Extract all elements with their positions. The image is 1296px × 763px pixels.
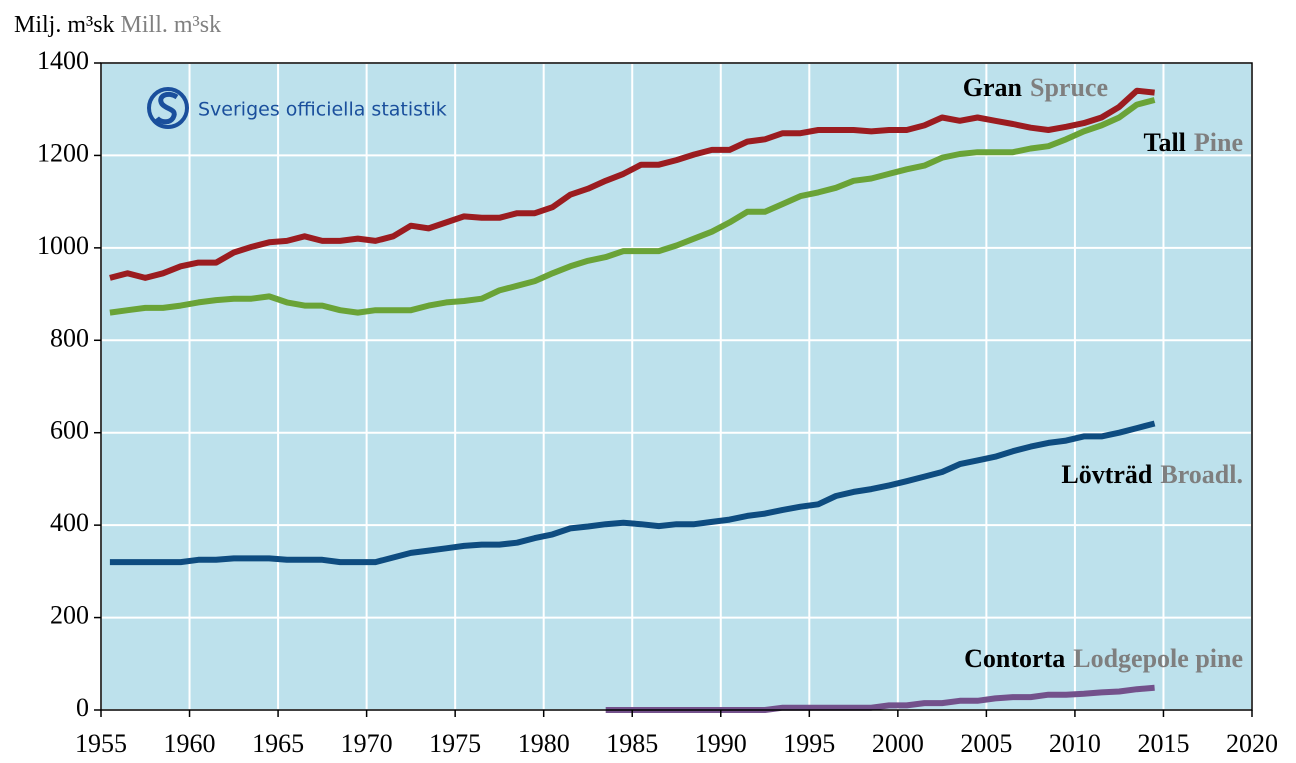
x-tick-label: 2010 <box>1049 729 1101 758</box>
logo-ring <box>147 87 189 129</box>
y-label-en: Mill. m³sk <box>121 12 222 38</box>
series-name: Gran <box>963 73 1023 102</box>
logo: Sveriges officiella statistik <box>147 87 447 129</box>
logo-s <box>155 91 179 125</box>
y-tick-label: 1200 <box>37 138 89 167</box>
x-tick-label: 1955 <box>75 729 127 758</box>
lines <box>109 87 1156 713</box>
y-tick-label: 400 <box>50 508 89 537</box>
series-label: Tall Pine <box>1143 128 1243 157</box>
y-tick-label: 200 <box>50 601 89 630</box>
axes: 0 200 400 600 800 1000 1200 1400 1955 1960 1965 197… <box>37 46 1278 758</box>
series-line <box>109 97 1156 316</box>
x-tick-label: 1970 <box>341 729 393 758</box>
series-label: Gran Spruce <box>963 73 1108 102</box>
x-tick-label: 2000 <box>872 729 924 758</box>
y-label: Milj. m³sk <box>14 12 115 38</box>
y-axis-label: Milj. m³sk Mill. m³sk <box>14 12 221 38</box>
series-line <box>109 420 1156 566</box>
series-labels: Gran Spruce Tall Pine Lövträd Broadl. Contorta… <box>963 73 1243 673</box>
x-tick-label: 2015 <box>1137 729 1189 758</box>
logo-text: Sveriges officiella statistik <box>198 99 447 121</box>
series-name-en: Broadl. <box>1160 460 1243 489</box>
x-tick-label: 1995 <box>783 729 835 758</box>
y-tick-label: 1000 <box>37 231 89 260</box>
y-tick-label: 800 <box>50 323 89 352</box>
plot-area <box>101 63 1252 710</box>
y-tick-label: 1400 <box>37 46 89 75</box>
x-tick-label: 1980 <box>518 729 570 758</box>
y-tick-label: 600 <box>50 416 89 445</box>
series-label: Contorta Lodgepole pine <box>964 644 1243 673</box>
series-name: Lövträd <box>1061 460 1153 489</box>
series-name: Contorta <box>964 644 1065 673</box>
x-tick-label: 2020 <box>1226 729 1278 758</box>
y-tick-label: 0 <box>76 693 89 722</box>
plot-frame <box>100 62 1253 711</box>
series-name: Tall <box>1143 128 1185 157</box>
series-name-en: Pine <box>1194 128 1243 157</box>
x-tick-label: 2005 <box>960 729 1012 758</box>
series-label: Lövträd Broadl. <box>1061 460 1243 489</box>
x-tick-label: 1985 <box>606 729 658 758</box>
x-tick-label: 1960 <box>164 729 216 758</box>
series-name-en: Spruce <box>1030 73 1108 102</box>
x-tick-label: 1990 <box>695 729 747 758</box>
series-line <box>109 87 1155 281</box>
x-tick-label: 1975 <box>429 729 481 758</box>
series-name-en: Lodgepole pine <box>1073 644 1243 673</box>
x-tick-label: 1965 <box>252 729 304 758</box>
